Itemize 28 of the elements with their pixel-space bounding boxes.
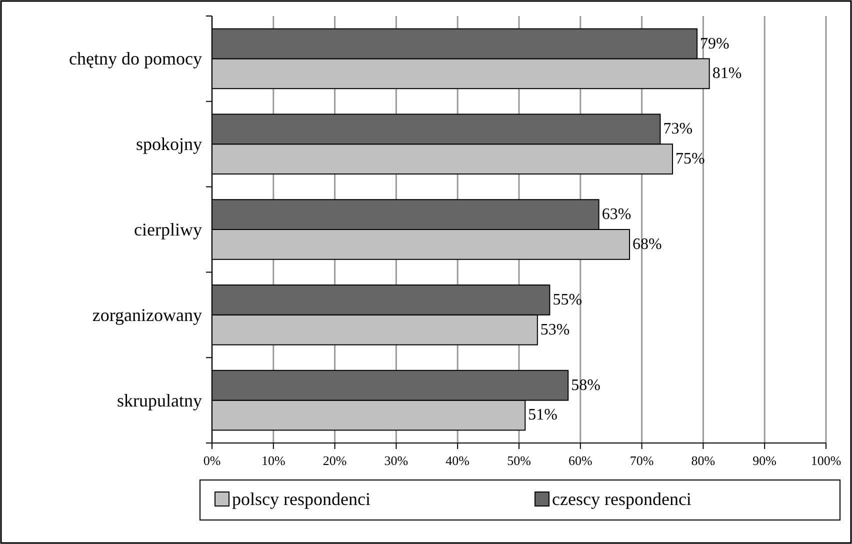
y-tick-label: zorganizowany (92, 304, 202, 325)
y-tick-label: chętny do pomocy (69, 48, 202, 69)
data-label: 51% (528, 406, 558, 424)
data-label: 58% (571, 376, 600, 394)
y-tick-label: cierpliwy (134, 220, 202, 240)
x-tick-label: 90% (752, 453, 777, 468)
y-tick-label: skrupulatny (117, 390, 202, 410)
x-tick-label: 50% (507, 453, 532, 468)
x-tick-label: 80% (691, 453, 716, 468)
x-tick-label: 100% (810, 453, 842, 468)
x-tick-label: 0% (203, 453, 221, 468)
data-label: 53% (540, 321, 570, 338)
data-label: 81% (712, 65, 742, 82)
x-tick-label: 70% (630, 453, 654, 468)
x-tick-label: 20% (322, 453, 347, 468)
data-label: 79% (700, 35, 730, 52)
data-label: 75% (676, 150, 705, 168)
data-label: 73% (663, 120, 693, 138)
data-label: 55% (552, 291, 582, 308)
data-label: 68% (632, 236, 662, 253)
legend-label: polscy respondenci (232, 489, 370, 509)
x-tick-label: 10% (261, 453, 286, 468)
x-tick-label: 40% (446, 453, 470, 468)
data-label: 63% (602, 206, 632, 224)
x-tick-label: 60% (568, 453, 592, 468)
x-tick-label: 30% (384, 453, 408, 468)
y-tick-label: spokojny (136, 134, 202, 154)
legend-label: czescy respondenci (552, 489, 692, 509)
